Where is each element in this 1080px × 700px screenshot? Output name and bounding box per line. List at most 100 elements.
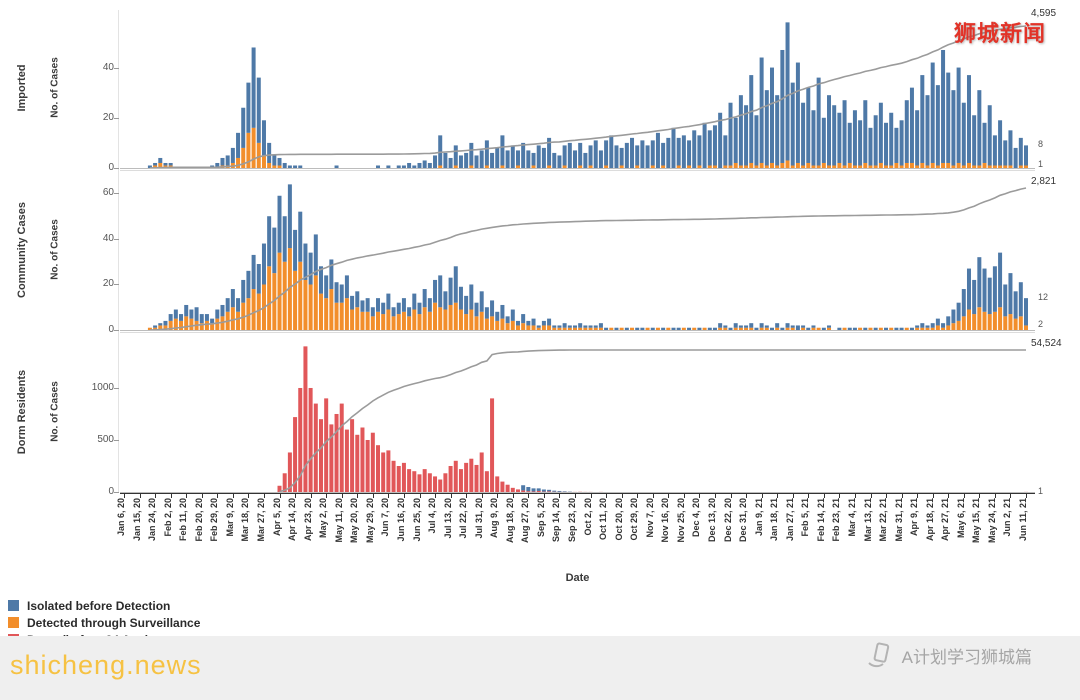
x-tick-mark — [201, 494, 203, 498]
y-tick-label: 500 — [97, 433, 114, 445]
x-tick-mark — [761, 494, 763, 498]
x-tick-label: Nov 25, 20 — [675, 498, 686, 543]
x-tick-label: Mar 9, 20 — [224, 498, 235, 537]
x-tick-label: Jul 13, 20 — [442, 498, 453, 539]
community-bars[interactable] — [147, 184, 1028, 330]
x-tick-label: Dec 13, 20 — [707, 498, 717, 543]
x-tick-label: Mar 27, 20 — [256, 498, 266, 542]
x-tick-mark — [994, 494, 996, 498]
y-tick-label: 40 — [102, 61, 114, 73]
x-tick-label: Jun 16, 20 — [395, 498, 406, 542]
x-tick-label: Aug 9, 20 — [489, 498, 500, 539]
x-tick-mark — [403, 494, 405, 498]
x-tick-label: Apr 9, 21 — [909, 498, 920, 537]
hand-phone-icon — [867, 642, 889, 668]
x-tick-mark — [419, 494, 421, 498]
x-tick-label: May 20, 20 — [349, 498, 360, 544]
x-tick-label: Jul 31, 20 — [473, 498, 484, 539]
x-tick-label: Jul 22, 20 — [458, 498, 469, 539]
x-tick-label: Feb 5, 21 — [800, 498, 811, 537]
y-tick-label: 0 — [108, 324, 114, 335]
x-tick-label: Aug 18, 20 — [504, 498, 515, 544]
x-tick-label: Jan 24, 20 — [147, 498, 158, 542]
legend-swatch-orange — [8, 617, 19, 628]
x-tick-label: Oct 20, 20 — [613, 498, 624, 541]
x-tick-mark — [1010, 494, 1012, 498]
imported-cumulative-line[interactable] — [149, 25, 1027, 169]
x-tick-label: Dec 4, 20 — [691, 498, 702, 538]
x-tick-label: Jun 2, 21 — [1002, 498, 1013, 537]
site-link[interactable]: shicheng.news — [10, 650, 202, 680]
x-tick-label: Oct 11, 20 — [598, 498, 609, 541]
x-tick-mark — [777, 494, 779, 498]
x-tick-mark — [481, 494, 483, 498]
dorm-cumulative-line[interactable] — [279, 349, 1027, 493]
brand-text: A计划学习狮城篇 — [901, 647, 1032, 667]
y-tick-label: 60 — [102, 187, 114, 199]
x-tick-mark — [683, 494, 685, 498]
cumulative-total-label: 4,595 — [1031, 8, 1057, 19]
y-tick-mark — [114, 439, 119, 441]
cumulative-total-label: 54,524 — [1031, 338, 1062, 349]
y-tick-label: 20 — [102, 278, 114, 290]
x-tick-mark — [388, 494, 390, 498]
footer-band — [0, 636, 1080, 700]
x-tick-mark — [357, 494, 359, 498]
y-tick-mark — [114, 284, 119, 286]
y-tick-label: 40 — [102, 232, 114, 244]
x-tick-label: Apr 5, 20 — [271, 498, 282, 537]
x-tick-label: Oct 2, 20 — [582, 498, 593, 536]
x-tick-mark — [155, 494, 157, 498]
dorm-bars[interactable] — [277, 346, 1028, 492]
y-tick-label: 1000 — [91, 381, 114, 393]
y-tick-mark — [114, 492, 119, 493]
x-tick-mark — [124, 494, 125, 498]
legend-swatch-blue — [8, 600, 19, 611]
x-tick-mark — [512, 494, 514, 498]
cumulative-total-label: 2,821 — [1031, 176, 1057, 187]
y-tick-mark — [114, 168, 119, 169]
x-tick-label: Apr 18, 21 — [924, 498, 935, 542]
x-tick-mark — [341, 494, 343, 498]
y-tick-mark — [114, 67, 119, 69]
x-tick-label: Sep 5, 20 — [535, 498, 546, 538]
y-tick-mark — [114, 117, 119, 119]
x-tick-label: May 29, 20 — [364, 498, 375, 544]
x-tick-mark — [886, 494, 887, 498]
x-tick-label: Aug 27, 20 — [520, 498, 531, 544]
x-tick-mark — [497, 494, 499, 498]
x-tick-label: Jan 6, 20 — [116, 498, 126, 537]
x-tick-mark — [248, 494, 250, 498]
x-tick-label: Apr 27, 21 — [940, 498, 951, 542]
x-tick-mark — [590, 494, 592, 498]
watermark-text: 狮城新闻 — [954, 21, 1047, 46]
x-tick-label: May 24, 21 — [986, 498, 997, 544]
x-tick-label: Apr 23, 20 — [302, 498, 313, 542]
imported-bars[interactable] — [147, 22, 1028, 168]
legend-label: Isolated before Detection — [27, 598, 171, 613]
legend-item-isolated[interactable]: Isolated before Detection — [8, 597, 200, 614]
community-cumulative-line[interactable] — [149, 187, 1027, 331]
x-tick-label: Feb 20, 20 — [193, 498, 204, 542]
series-end-label: 8 — [1038, 139, 1044, 150]
x-tick-label: Feb 11, 20 — [178, 498, 189, 542]
x-tick-label: May 6, 21 — [955, 498, 966, 539]
x-tick-mark — [823, 494, 825, 498]
x-tick-mark — [310, 494, 312, 498]
x-tick-mark — [870, 494, 872, 498]
x-tick-label: Jan 15, 20 — [131, 498, 142, 542]
x-tick-label: Jun 7, 20 — [380, 498, 391, 537]
y-tick-mark — [114, 330, 119, 331]
x-tick-mark — [963, 494, 965, 498]
x-tick-label: Dec 31, 20 — [738, 498, 749, 543]
x-tick-label: Jul 4, 20 — [427, 498, 437, 534]
x-tick-label: Sep 23, 20 — [567, 498, 577, 543]
legend-item-surveillance[interactable]: Detected through Surveillance — [8, 614, 200, 631]
x-tick-mark — [466, 494, 468, 498]
x-tick-label: Jun 11, 21 — [1018, 498, 1028, 542]
x-tick-mark — [932, 494, 934, 498]
x-tick-mark — [528, 494, 530, 498]
y-tick-label: 0 — [108, 486, 114, 497]
x-tick-label: Oct 29, 20 — [629, 498, 640, 541]
stacked-bar-chart[interactable] — [120, 10, 1035, 493]
